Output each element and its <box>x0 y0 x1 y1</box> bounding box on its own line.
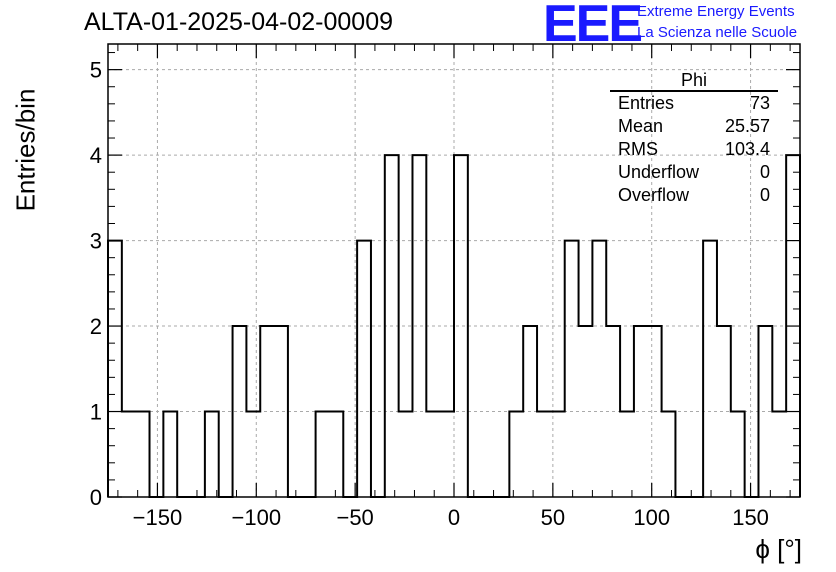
chart-title: ALTA-01-2025-04-02-00009 <box>84 8 393 36</box>
eee-logo: EEE <box>543 0 643 53</box>
stats-value: 0 <box>759 162 770 182</box>
stats-value: 73 <box>749 93 770 113</box>
stats-title: Phi <box>610 70 778 92</box>
y-tick-label: 3 <box>90 229 102 254</box>
stats-row-entries: Entries 73 <box>610 92 778 115</box>
y-tick-label: 2 <box>90 314 102 339</box>
x-tick-label: 50 <box>541 505 565 530</box>
stats-value: 0 <box>759 185 770 205</box>
x-tick-label: 150 <box>732 505 769 530</box>
stats-label: RMS <box>618 139 658 159</box>
stats-value: 103.4 <box>724 139 770 159</box>
stats-row-mean: Mean 25.57 <box>610 115 778 138</box>
y-axis-label-box: Entries/bin <box>6 89 46 212</box>
y-tick-label: 5 <box>90 58 102 83</box>
stats-label: Mean <box>618 116 664 136</box>
y-axis-label: Entries/bin <box>10 88 41 212</box>
logo-line-1: Extreme Energy Events <box>637 3 795 20</box>
stats-label: Entries <box>618 93 675 113</box>
stats-row-underflow: Underflow 0 <box>610 161 778 184</box>
x-axis-label: ϕ [°] <box>755 534 802 564</box>
y-tick-label: 4 <box>90 143 102 168</box>
stats-row-overflow: Overflow 0 <box>610 184 778 207</box>
stats-label: Underflow <box>618 162 700 182</box>
stats-value: 25.57 <box>724 116 770 136</box>
x-tick-label: 0 <box>448 505 460 530</box>
x-tick-label: 100 <box>633 505 670 530</box>
y-tick-label: 0 <box>90 485 102 510</box>
x-tick-label: −150 <box>133 505 183 530</box>
x-tick-label: −100 <box>232 505 282 530</box>
stats-box: Phi Entries 73 Mean 25.57 RMS 103.4 Unde… <box>610 70 778 207</box>
x-tick-label: −50 <box>336 505 373 530</box>
stats-row-rms: RMS 103.4 <box>610 138 778 161</box>
y-tick-label: 1 <box>90 400 102 425</box>
stats-label: Overflow <box>618 185 690 205</box>
logo-line-2: La Scienza nelle Scuole <box>637 24 798 41</box>
